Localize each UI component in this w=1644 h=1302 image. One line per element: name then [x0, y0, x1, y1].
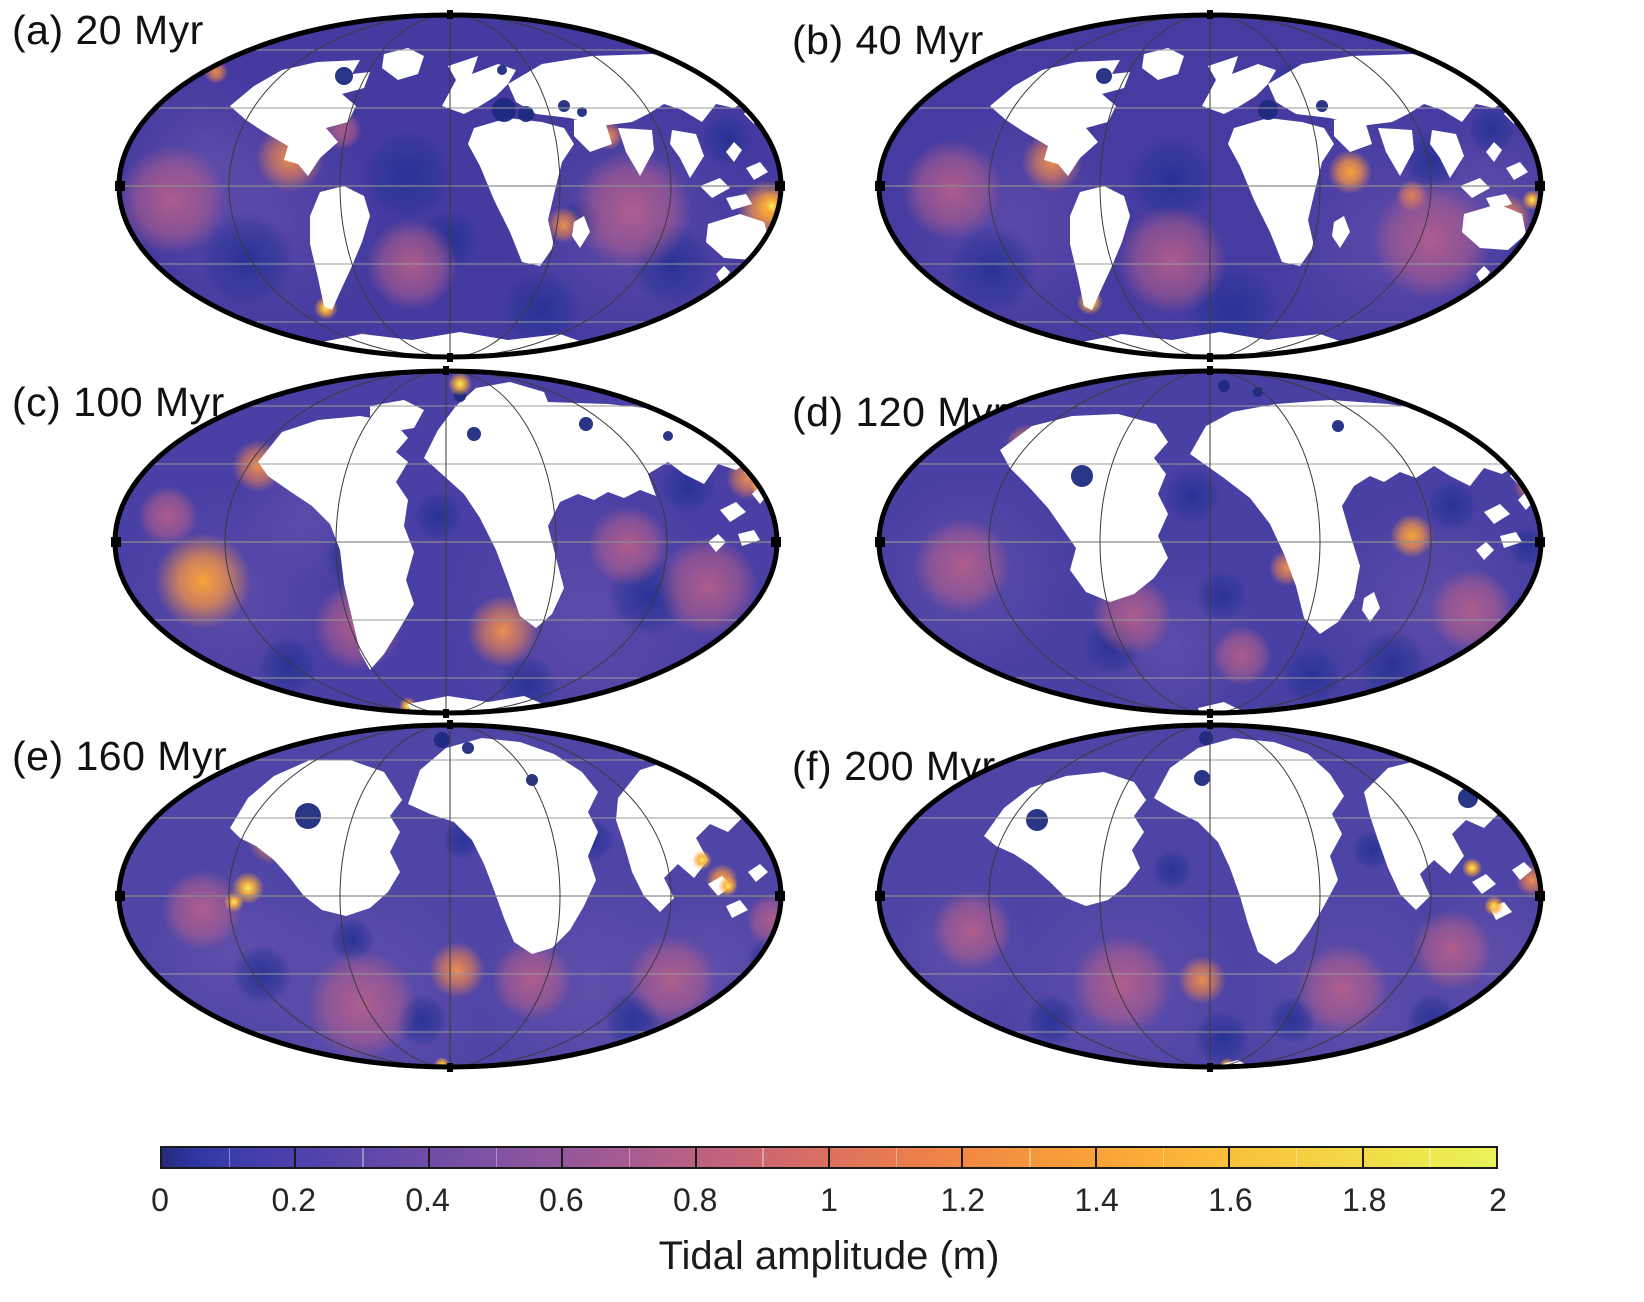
mollweide-map-120myr — [872, 366, 1548, 718]
mollweide-map-160myr — [112, 720, 788, 1072]
colorbar-title: Tidal amplitude (m) — [658, 1234, 1000, 1278]
colorbar-tick-label: 0.6 — [539, 1182, 584, 1218]
colorbar-tick-label: 1 — [820, 1182, 838, 1218]
colorbar-major-tick — [1361, 1148, 1364, 1167]
colorbar-minor-tick — [362, 1148, 364, 1167]
colorbar-minor-tick — [762, 1148, 764, 1167]
colorbar-minor-tick — [228, 1148, 231, 1167]
mollweide-map-svg — [875, 366, 1545, 718]
colorbar-tick-label: 0.2 — [271, 1182, 317, 1218]
colorbar-tick-label: 0.4 — [405, 1182, 450, 1218]
colorbar-major-tick — [1228, 1148, 1231, 1167]
colorbar-minor-tick — [1429, 1148, 1431, 1167]
mollweide-map-100myr — [108, 366, 784, 718]
colorbar-major-tick — [561, 1148, 564, 1167]
colorbar-major-tick — [294, 1148, 297, 1167]
colorbar-minor-tick — [1029, 1148, 1031, 1167]
colorbar-major-tick — [1094, 1148, 1097, 1167]
colorbar-minor-tick — [495, 1148, 497, 1167]
panel-label-e: (e) 160 Myr — [12, 733, 228, 779]
colorbar-minor-tick — [628, 1148, 631, 1167]
colorbar — [160, 1146, 1498, 1169]
colorbar-major-tick — [961, 1148, 964, 1167]
colorbar-major-tick — [427, 1148, 430, 1167]
colorbar-tick-labels: 0 0.2 0.4 0.6 0.8 1 1.2 1.4 1.6 1.8 2 — [151, 1182, 1507, 1224]
colorbar-tick-label: 0 — [151, 1182, 169, 1218]
mollweide-map-svg — [875, 720, 1545, 1072]
colorbar-tick-label: 1.4 — [1074, 1182, 1119, 1218]
mollweide-map-svg — [111, 366, 781, 718]
panel-label-b: (b) 40 Myr — [792, 17, 984, 63]
mollweide-map-svg — [115, 720, 785, 1072]
mollweide-map-200myr — [872, 720, 1548, 1072]
colorbar-minor-tick — [895, 1148, 898, 1167]
colorbar-tick-label: 1.6 — [1208, 1182, 1253, 1218]
panel-label-c: (c) 100 Myr — [12, 379, 225, 425]
colorbar-tick-label: 1.8 — [1341, 1182, 1387, 1218]
colorbar-major-tick — [828, 1148, 830, 1167]
mollweide-map-40myr — [872, 10, 1548, 362]
colorbar-tick-label: 0.8 — [672, 1182, 718, 1218]
mollweide-map-svg — [115, 10, 785, 362]
colorbar-tick-label: 1.2 — [940, 1182, 986, 1218]
colorbar-tick-label: 2 — [1489, 1182, 1507, 1218]
mollweide-map-20myr — [112, 10, 788, 362]
mollweide-map-svg — [875, 10, 1545, 362]
colorbar-minor-tick — [1295, 1148, 1298, 1167]
colorbar-minor-tick — [1162, 1148, 1164, 1167]
panel-label-a: (a) 20 Myr — [12, 7, 204, 53]
colorbar-major-tick — [694, 1148, 697, 1167]
